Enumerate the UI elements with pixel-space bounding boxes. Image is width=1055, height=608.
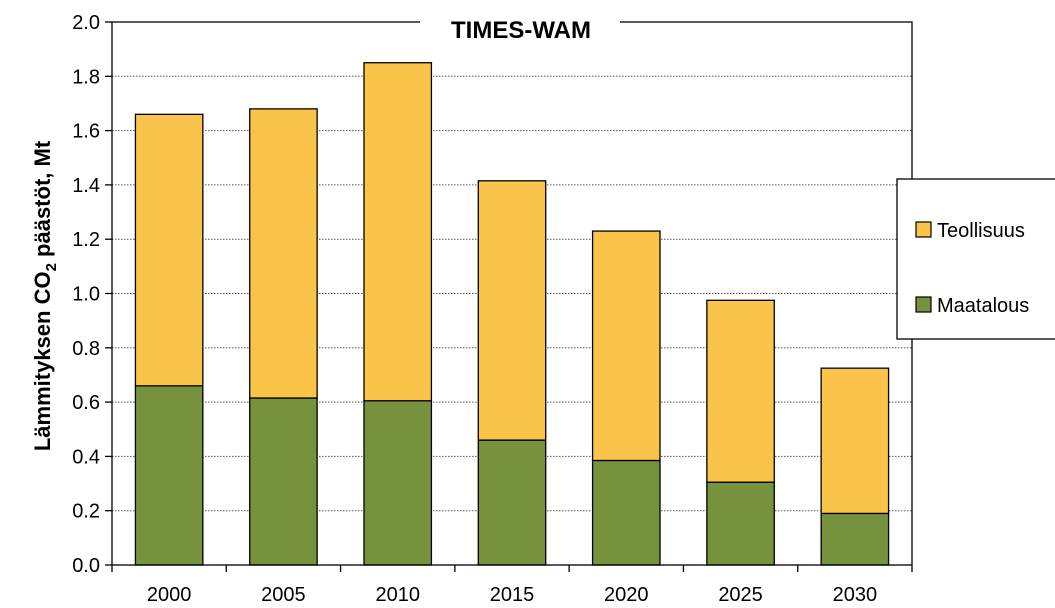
y-axis-label: Lämmityksen CO2 päästöt, Mt bbox=[30, 140, 60, 451]
bar-segment-teollisuus bbox=[134, 113, 204, 387]
x-tick-label: 2025 bbox=[718, 584, 763, 606]
bar-segment-maatalous bbox=[363, 400, 433, 566]
chart-title-background bbox=[420, 10, 620, 42]
bar-segment-maatalous bbox=[820, 512, 890, 566]
y-tick-label: 1.8 bbox=[72, 66, 100, 88]
axes: 0.0 0.2 0.4 0.6 0.8 1.0 1.2 1.4 1.6 1.8 2.0 2000 200… bbox=[72, 12, 913, 606]
x-tick-label: 2020 bbox=[604, 584, 649, 606]
bar-segment-maatalous bbox=[591, 459, 661, 566]
x-tick-label: 2015 bbox=[490, 584, 535, 606]
bar-segment-teollisuus bbox=[363, 62, 433, 402]
y-tick-label: 1.2 bbox=[72, 229, 100, 251]
bar-segment-teollisuus bbox=[477, 180, 547, 441]
bar-segment-teollisuus bbox=[249, 108, 318, 399]
legend-label-teollisuus: Teollisuus bbox=[937, 220, 1025, 242]
bar-segment-maatalous bbox=[249, 397, 318, 566]
legend-swatch-maatalous bbox=[915, 296, 932, 313]
legend-label-maatalous: Maatalous bbox=[937, 295, 1029, 317]
legend-swatch-teollisuus bbox=[915, 221, 932, 238]
x-tick-label: 2030 bbox=[833, 584, 878, 606]
x-tick-label: 2000 bbox=[147, 584, 192, 606]
x-tick-label: 2010 bbox=[375, 584, 420, 606]
bars bbox=[134, 62, 890, 566]
y-tick-label: 2.0 bbox=[72, 12, 100, 34]
bar-segment-maatalous bbox=[706, 481, 775, 566]
y-tick-label: 0.0 bbox=[72, 555, 100, 577]
y-tick-label: 0.6 bbox=[72, 392, 100, 414]
bar-segment-teollisuus bbox=[820, 367, 890, 515]
bar-segment-maatalous bbox=[134, 385, 204, 566]
y-tick-label: 1.4 bbox=[72, 175, 100, 197]
x-tick-label: 2005 bbox=[261, 584, 306, 606]
bar-segment-teollisuus bbox=[706, 299, 775, 483]
y-tick-label: 1.6 bbox=[72, 121, 100, 143]
y-tick-label: 1.0 bbox=[72, 284, 100, 306]
y-tick-label: 0.4 bbox=[72, 446, 100, 468]
y-tick-label: 0.2 bbox=[72, 501, 100, 523]
y-tick-label: 0.8 bbox=[72, 338, 100, 360]
legend: Teollisuus Maatalous bbox=[896, 178, 1055, 340]
chart-title: TIMES-WAM bbox=[451, 17, 591, 44]
bar-segment-maatalous bbox=[477, 439, 547, 566]
bar-segment-teollisuus bbox=[591, 230, 661, 462]
